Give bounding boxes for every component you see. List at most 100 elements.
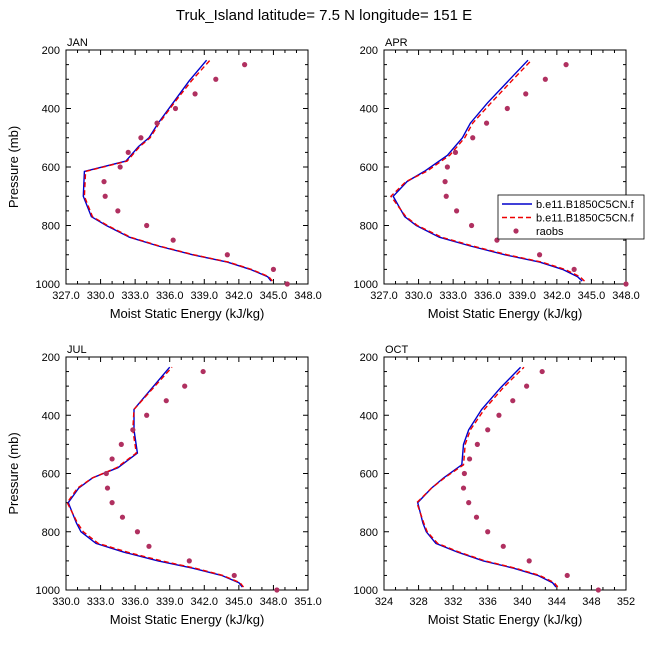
raobs-point xyxy=(524,383,530,389)
y-tick-label: 200 xyxy=(360,352,378,364)
raobs-point xyxy=(468,222,475,229)
x-tick-label: 345.0 xyxy=(578,290,606,302)
model-line-dashed xyxy=(83,59,273,282)
y-tick-label: 800 xyxy=(42,527,60,539)
legend-label: raobs xyxy=(536,226,564,238)
x-tick-label: 342.0 xyxy=(191,596,219,608)
x-tick-label: 351.0 xyxy=(294,596,322,608)
raobs-point xyxy=(102,193,108,199)
raobs-point xyxy=(172,105,179,112)
y-tick-label: 400 xyxy=(360,104,378,116)
raobs-point xyxy=(274,587,280,593)
x-tick-label: 333.0 xyxy=(121,290,149,302)
raobs-point xyxy=(117,164,123,170)
x-tick-label: 333.0 xyxy=(87,596,115,608)
raobs-point xyxy=(284,281,290,287)
panels: JAN 327.0 330.0 333.0 336.0 339.0 342.0 345.0 34… xyxy=(6,37,640,627)
x-tick-label: 330.0 xyxy=(87,290,115,302)
legend-label: b.e11.B1850C5CN.f xyxy=(536,199,635,211)
y-tick-label: 1000 xyxy=(36,585,60,597)
raobs-point xyxy=(213,76,219,82)
y-tick-label: 1000 xyxy=(354,279,378,291)
raobs-point xyxy=(200,368,206,375)
raobs-point xyxy=(623,281,629,287)
raobs-point xyxy=(536,252,543,258)
y-axis-label: Pressure (mb) xyxy=(6,126,21,208)
raobs-point xyxy=(523,91,529,97)
raobs-point xyxy=(109,456,115,462)
raobs-point xyxy=(242,62,248,68)
raobs-point xyxy=(115,208,121,214)
raobs-point xyxy=(526,558,532,564)
x-tick-label: 344 xyxy=(548,596,566,608)
y-tick-label: 200 xyxy=(42,352,60,364)
raobs-point xyxy=(466,500,472,506)
raobs-point xyxy=(270,266,277,272)
model-line-solid xyxy=(416,366,557,588)
x-tick-label: 345.0 xyxy=(225,596,253,608)
raobs-point xyxy=(485,529,491,535)
raobs-point xyxy=(461,470,467,477)
x-tick-label: 327.0 xyxy=(370,290,398,302)
raobs-point xyxy=(163,398,169,404)
raobs-point xyxy=(564,572,570,579)
x-tick-label: 339.0 xyxy=(509,290,537,302)
raobs-point xyxy=(571,266,577,272)
plot-frame xyxy=(383,356,627,591)
raobs-point xyxy=(595,587,601,593)
panel-apr: APR 327.0 330.0 333.0 336.0 339.0 342.0 345.0 34… xyxy=(354,37,640,321)
raobs-point xyxy=(138,135,144,141)
model-line-solid xyxy=(82,59,272,282)
raobs-point xyxy=(452,149,459,155)
x-tick-label: 352 xyxy=(617,596,635,608)
raobs-point xyxy=(130,427,136,433)
x-tick-label: 327.0 xyxy=(52,290,80,302)
raobs-point xyxy=(224,252,230,258)
x-tick-label: 339.0 xyxy=(156,596,184,608)
raobs-point xyxy=(134,529,141,535)
raobs-point xyxy=(563,62,569,68)
x-tick-label: 342.0 xyxy=(225,290,253,302)
x-tick-label: 339.0 xyxy=(191,290,219,302)
y-axis-label: Pressure (mb) xyxy=(6,432,21,514)
panel-label: APR xyxy=(385,37,408,49)
y-tick-label: 800 xyxy=(42,221,60,233)
x-tick-label: 328 xyxy=(409,596,427,608)
x-tick-label: 348 xyxy=(582,596,600,608)
raobs-point xyxy=(119,514,126,520)
raobs-point xyxy=(144,412,150,418)
panel-jan: JAN 327.0 330.0 333.0 336.0 339.0 342.0 345.0 34… xyxy=(6,37,322,321)
raobs-point xyxy=(474,441,480,447)
y-tick-label: 400 xyxy=(360,410,378,422)
y-tick-label: 1000 xyxy=(354,585,378,597)
raobs-point xyxy=(504,105,510,112)
raobs-point xyxy=(192,91,198,97)
model-line-dashed xyxy=(389,59,585,282)
panel-oct: OCT 324 328 332 336 340 344 348 352 200 400 600 800 1… xyxy=(354,344,636,627)
raobs-point xyxy=(182,383,188,389)
y-tick-label: 400 xyxy=(42,104,60,116)
raobs-point xyxy=(473,514,480,520)
x-tick-label: 342.0 xyxy=(543,290,571,302)
x-tick-label: 336 xyxy=(479,596,497,608)
x-tick-label: 333.0 xyxy=(439,290,467,302)
y-tick-label: 200 xyxy=(42,45,60,57)
x-tick-label: 345.0 xyxy=(260,290,288,302)
raobs-point xyxy=(500,543,506,549)
x-tick-label: 340 xyxy=(513,596,531,608)
raobs-point xyxy=(442,179,448,185)
raobs-point xyxy=(144,222,150,229)
x-axis-label: Moist Static Energy (kJ/kg) xyxy=(428,612,583,627)
raobs-point xyxy=(460,485,467,491)
y-tick-label: 1000 xyxy=(36,279,60,291)
model-line-dashed xyxy=(415,366,559,588)
raobs-point xyxy=(101,179,107,185)
raobs-point xyxy=(443,193,449,199)
x-axis-label: Moist Static Energy (kJ/kg) xyxy=(110,306,265,321)
raobs-point xyxy=(125,149,131,155)
raobs-point xyxy=(104,485,111,491)
raobs-point xyxy=(186,558,192,564)
legend-label: b.e11.B1850C5CN.f xyxy=(536,213,635,225)
x-tick-label: 336.0 xyxy=(474,290,502,302)
